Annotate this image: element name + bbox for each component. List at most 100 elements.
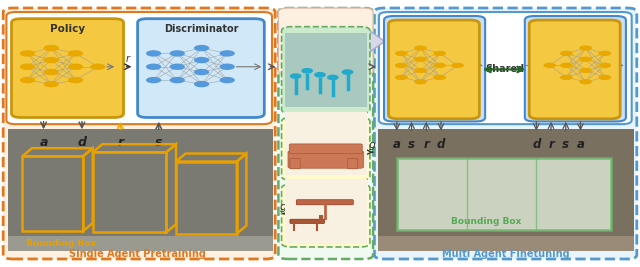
Text: r: r — [548, 138, 554, 151]
Circle shape — [68, 64, 83, 70]
FancyBboxPatch shape — [285, 112, 367, 175]
Text: s: s — [563, 138, 569, 151]
Circle shape — [395, 63, 408, 68]
Circle shape — [328, 75, 338, 80]
Circle shape — [44, 45, 59, 51]
Circle shape — [220, 64, 235, 70]
Circle shape — [342, 70, 353, 74]
FancyArrow shape — [284, 32, 385, 51]
Text: Policy: Policy — [558, 26, 591, 36]
Circle shape — [194, 45, 209, 51]
FancyBboxPatch shape — [285, 33, 367, 107]
Text: $g$: $g$ — [367, 140, 376, 152]
Text: Bounding Box: Bounding Box — [26, 239, 96, 248]
Text: Policy: Policy — [417, 26, 451, 36]
Circle shape — [146, 64, 161, 70]
FancyBboxPatch shape — [296, 200, 353, 205]
FancyBboxPatch shape — [348, 158, 358, 169]
Text: r: r — [117, 136, 124, 149]
FancyBboxPatch shape — [3, 8, 275, 259]
Circle shape — [44, 69, 59, 75]
Circle shape — [220, 77, 235, 83]
Circle shape — [146, 50, 161, 57]
FancyBboxPatch shape — [529, 20, 620, 119]
Circle shape — [68, 50, 83, 57]
FancyBboxPatch shape — [8, 129, 273, 251]
Circle shape — [598, 75, 611, 80]
Text: Motion Data: Motion Data — [298, 96, 353, 105]
Circle shape — [20, 64, 35, 70]
Circle shape — [68, 77, 83, 83]
FancyBboxPatch shape — [282, 27, 370, 113]
Circle shape — [170, 77, 185, 83]
Circle shape — [598, 51, 611, 56]
Circle shape — [579, 79, 592, 84]
Text: Bounding Box: Bounding Box — [451, 217, 522, 226]
Circle shape — [90, 64, 106, 70]
Circle shape — [395, 51, 408, 56]
Text: r: r — [424, 138, 429, 151]
Circle shape — [20, 50, 35, 57]
Circle shape — [451, 63, 464, 68]
Circle shape — [560, 75, 573, 80]
Circle shape — [20, 77, 35, 83]
Polygon shape — [378, 236, 634, 251]
FancyBboxPatch shape — [397, 158, 611, 230]
Circle shape — [579, 68, 592, 73]
FancyBboxPatch shape — [290, 158, 300, 169]
FancyBboxPatch shape — [374, 8, 637, 259]
Circle shape — [220, 50, 235, 57]
FancyBboxPatch shape — [379, 12, 632, 124]
Text: Small Objects: Small Objects — [294, 229, 357, 238]
FancyBboxPatch shape — [282, 117, 370, 180]
Circle shape — [44, 57, 59, 63]
Circle shape — [433, 75, 446, 80]
Circle shape — [414, 45, 427, 51]
Circle shape — [433, 63, 446, 68]
Circle shape — [414, 79, 427, 84]
Circle shape — [170, 64, 185, 70]
FancyBboxPatch shape — [388, 20, 479, 119]
FancyBboxPatch shape — [290, 219, 324, 223]
Text: d: d — [532, 138, 541, 151]
Text: Single Agent Pretraining: Single Agent Pretraining — [69, 249, 206, 259]
Circle shape — [598, 63, 611, 68]
Text: Shared: Shared — [484, 64, 524, 74]
Circle shape — [194, 57, 209, 63]
FancyBboxPatch shape — [288, 151, 364, 168]
Polygon shape — [8, 236, 273, 251]
Text: s: s — [408, 138, 415, 151]
Circle shape — [543, 63, 556, 68]
Text: a: a — [39, 136, 48, 149]
FancyBboxPatch shape — [282, 184, 370, 247]
Circle shape — [194, 69, 209, 75]
Circle shape — [302, 69, 312, 73]
Text: Transfer: Transfer — [302, 28, 351, 38]
Circle shape — [579, 45, 592, 51]
Circle shape — [146, 77, 161, 83]
Text: Large Objects: Large Objects — [294, 162, 357, 171]
Circle shape — [315, 73, 325, 77]
FancyBboxPatch shape — [319, 215, 323, 223]
FancyBboxPatch shape — [378, 129, 634, 251]
Circle shape — [44, 81, 59, 87]
FancyBboxPatch shape — [278, 8, 373, 259]
Circle shape — [194, 81, 209, 87]
Text: a: a — [577, 138, 584, 151]
FancyBboxPatch shape — [285, 179, 367, 244]
Circle shape — [560, 63, 573, 68]
Text: Discriminator: Discriminator — [164, 24, 238, 34]
Text: d: d — [436, 138, 445, 151]
Text: d: d — [77, 136, 86, 149]
Text: a: a — [393, 138, 401, 151]
FancyBboxPatch shape — [12, 19, 124, 117]
FancyBboxPatch shape — [525, 16, 626, 121]
FancyBboxPatch shape — [138, 19, 264, 117]
Circle shape — [291, 74, 301, 78]
Circle shape — [414, 57, 427, 62]
Circle shape — [170, 50, 185, 57]
FancyBboxPatch shape — [289, 144, 362, 154]
Circle shape — [395, 75, 408, 80]
Text: Multi Agent Finetuning: Multi Agent Finetuning — [442, 249, 570, 259]
Text: Policy: Policy — [50, 24, 85, 34]
